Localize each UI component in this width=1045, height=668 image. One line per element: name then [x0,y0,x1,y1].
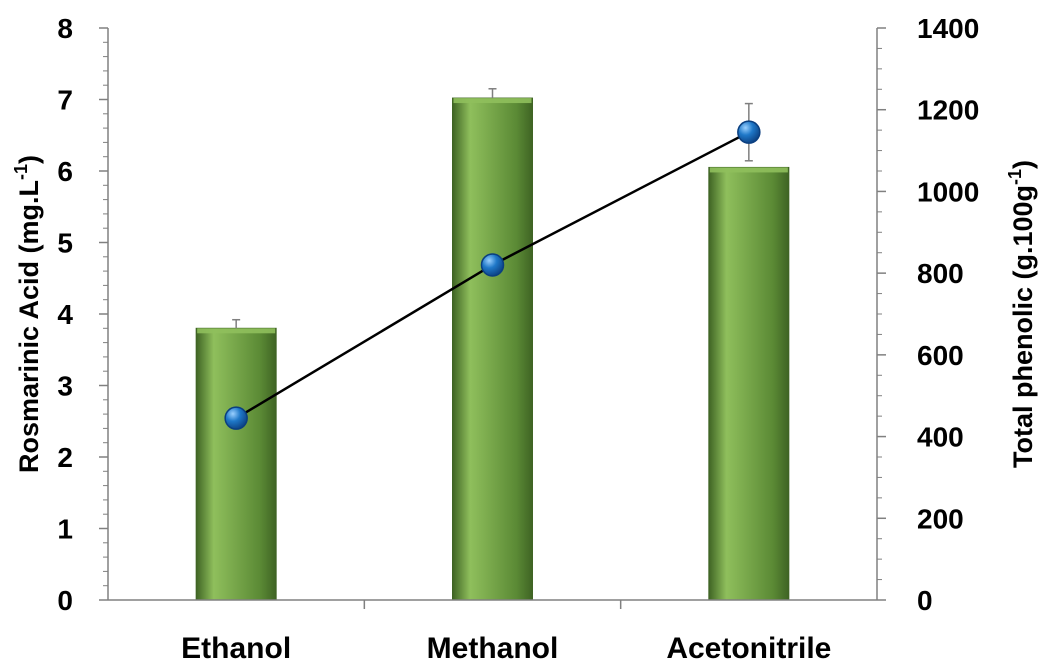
y-tick-label-8: 8 [57,13,73,44]
bars-layer [195,97,790,601]
y2-tick-label-400: 400 [917,422,964,453]
y2-tick-label-200: 200 [917,503,964,534]
marker-ethanol [224,406,248,430]
y-tick-label-4: 4 [57,299,73,330]
y-tick-label-7: 7 [57,85,73,116]
y-tick-label-5: 5 [57,228,73,259]
bar-top-ethanol [197,328,276,334]
y2-tick-label-0: 0 [917,585,933,616]
y-axis-title: Rosmarinic Acid (mg.L-1) [11,155,44,473]
y2-tick-label-800: 800 [917,258,964,289]
bar-ethanol [195,327,277,601]
y2-tick-label-600: 600 [917,340,964,371]
x-tick-label-acetonitrile: Acetonitrile [666,632,831,665]
x-tick-label-ethanol: Ethanol [181,632,291,665]
marker-acetonitrile [737,120,761,144]
y-tick-label-0: 0 [57,585,73,616]
y2-tick-label-1200: 1200 [917,95,979,126]
ticks-layer [99,27,886,609]
y2-axis-title: Total phenolic (g.100g-1) [1005,160,1038,468]
y2-tick-label-1000: 1000 [917,176,979,207]
y-tick-label-1: 1 [57,514,73,545]
bar-top-acetonitrile [709,167,788,173]
y-tick-label-2: 2 [57,442,73,473]
y-tick-label-3: 3 [57,371,73,402]
x-tick-label-methanol: Methanol [427,632,559,665]
marker-methanol [480,253,505,277]
bar-acetonitrile [708,166,790,601]
markers-layer [224,120,761,430]
bar-top-methanol [453,98,532,104]
y2-tick-label-1400: 1400 [917,13,979,44]
tick-labels-layer: 0 1 2 3 4 5 6 7 8 0 200 400 600 800 1000 1200 1400 Ethano… [57,13,979,665]
y-tick-label-6: 6 [57,156,73,187]
bar-methanol [452,97,533,601]
